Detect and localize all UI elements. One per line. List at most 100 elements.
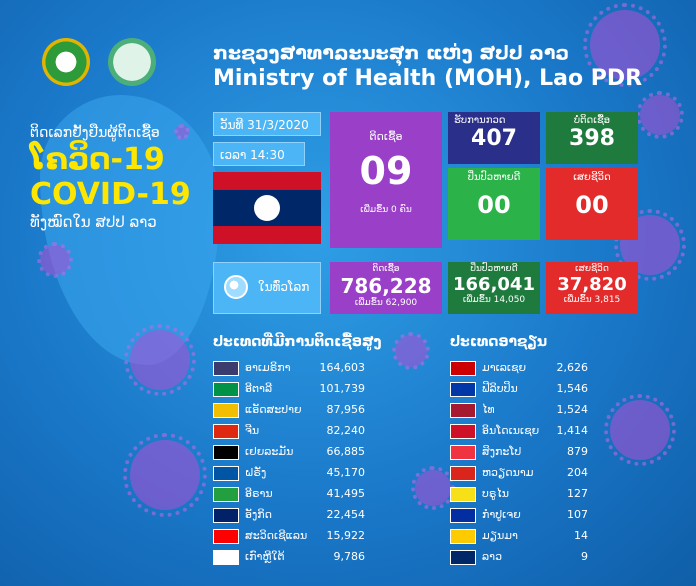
header-title-en: Ministry of Health (MOH), Lao PDR	[213, 66, 643, 91]
country-name: ຫວຽດນາມ	[482, 466, 534, 479]
asean-list: ມາເລເຊຍ 2,626 ຟີລິບປິນ 1,546 ໄທ 1,524 ອິນໂດ…	[450, 359, 588, 569]
lao-infected-label: ຕິດເຊື້ອ	[369, 130, 403, 143]
lao-deaths-value: 00	[575, 191, 609, 219]
world-recovered-note: ເພີ່ມຂຶ້ນ 14,050	[462, 295, 526, 305]
lao-tested-value: 407	[471, 126, 517, 151]
world-infected-note: ເພີ່ມຂຶ້ນ 62,900	[354, 298, 418, 308]
list-item: ຝຣັ່ງ 45,170	[213, 464, 365, 483]
top-countries-title: ປະເທດທີ່ມີການຕິດເຊື້ອສູງ	[213, 334, 382, 350]
country-value: 107	[567, 508, 588, 521]
flag-icon	[450, 508, 476, 523]
date-label: ວັນທີ 31/3/2020	[213, 112, 321, 136]
country-name: ກຳປູເຈຍ	[482, 508, 521, 521]
country-value: 164,603	[319, 361, 366, 374]
country-value: 9,786	[333, 550, 366, 563]
lao-negative-value: 398	[569, 126, 615, 151]
world-recovered-value: 166,041	[453, 274, 535, 295]
lao-infected-value: 09	[359, 149, 413, 193]
side-footer: ທັງໝົດໃນ ສປປ ລາວ	[30, 213, 157, 231]
country-value: 22,454	[326, 508, 366, 521]
country-name: ມາເລເຊຍ	[482, 361, 527, 374]
country-name: ອີຕາລີ	[245, 382, 273, 395]
list-item: ແອັດສະປາຍ 87,956	[213, 401, 365, 420]
lao-negative-label: ບໍ່ຕິດເຊື້ອ	[573, 115, 611, 126]
health-department-logo	[108, 38, 156, 86]
lao-recovered-label: ປິ່ນປົວຫາຍດີ	[467, 172, 521, 183]
country-value: 82,240	[326, 424, 366, 437]
list-item: ລາວ 9	[450, 548, 588, 567]
lao-flag	[213, 172, 321, 244]
flag-icon	[450, 403, 476, 418]
flag-icon	[213, 445, 239, 460]
country-name: ໄທ	[482, 403, 495, 416]
list-item: ສະວິດເຊີແລນ 15,922	[213, 527, 365, 546]
list-item: ຟີລິບປິນ 1,546	[450, 380, 588, 399]
virus-icon	[391, 331, 431, 371]
world-infected-label: ຕິດເຊື້ອ	[372, 264, 400, 274]
lao-infected-note: ເພີ່ມຂຶ້ນ 0 ຄົນ	[360, 205, 412, 215]
list-item: ອັງກິດ 22,454	[213, 506, 365, 525]
world-label-box: ໃນທົ່ວໂລກ	[213, 262, 321, 314]
country-name: ບຣູໄນ	[482, 487, 510, 500]
country-name: ອັງກິດ	[245, 508, 273, 521]
country-name: ເຢຍລະມັນ	[245, 445, 294, 458]
lao-deaths-label: ເສຍຊີວິດ	[573, 172, 611, 183]
world-recovered-label: ປິ່ນປົວຫາຍດີ	[470, 264, 518, 274]
country-name: ມຽນມາ	[482, 529, 518, 542]
world-recovered-box: ປິ່ນປົວຫາຍດີ 166,041 ເພີ່ມຂຶ້ນ 14,050	[448, 262, 540, 314]
list-item: ໄທ 1,524	[450, 401, 588, 420]
flag-icon	[213, 550, 239, 565]
country-name: ສິງກະໂປ	[482, 445, 522, 458]
country-name: ຈີນ	[245, 424, 260, 437]
country-value: 879	[567, 445, 588, 458]
list-item: ເກົາຫຼີໃຕ້ 9,786	[213, 548, 365, 567]
country-value: 66,885	[326, 445, 366, 458]
country-name: ອີຣານ	[245, 487, 273, 500]
flag-icon	[450, 424, 476, 439]
country-value: 45,170	[326, 466, 366, 479]
country-value: 1,524	[556, 403, 589, 416]
virus-icon	[123, 433, 207, 517]
flag-icon	[213, 403, 239, 418]
list-item: ອິນໂດເນເຊຍ 1,414	[450, 422, 588, 441]
country-name: ເກົາຫຼີໃຕ້	[245, 550, 285, 563]
world-infected-value: 786,228	[340, 274, 432, 298]
lao-recovered-box: ປິ່ນປົວຫາຍດີ 00	[448, 168, 540, 240]
asean-title: ປະເທດອາຊຽນ	[450, 334, 548, 350]
virus-icon	[411, 466, 455, 510]
ministry-emblem-logo	[42, 38, 90, 86]
list-item: ສິງກະໂປ 879	[450, 443, 588, 462]
virus-icon	[604, 394, 676, 466]
flag-icon	[450, 445, 476, 460]
flag-icon	[213, 361, 239, 376]
side-title-lao: ໂຄວິດ-19	[30, 142, 165, 177]
flag-icon	[213, 487, 239, 502]
list-item: ມາເລເຊຍ 2,626	[450, 359, 588, 378]
country-value: 9	[581, 550, 588, 563]
flag-icon	[450, 361, 476, 376]
list-item: ຫວຽດນາມ 204	[450, 464, 588, 483]
list-item: ເຢຍລະມັນ 66,885	[213, 443, 365, 462]
list-item: ບຣູໄນ 127	[450, 485, 588, 504]
virus-icon	[614, 209, 686, 281]
time-label: ເວລາ 14:30	[213, 142, 305, 166]
side-subtitle: ຕິດເລກຢັ້ງຢືນຜູ້ຕິດເຊື້ອ	[30, 125, 160, 141]
lao-tested-box: ຮັບການກວດ 407	[448, 112, 540, 164]
header-title-lao: ກະຊວງສາທາລະນະສຸກ ແຫ່ງ ສປປ ລາວ	[213, 42, 570, 64]
flag-icon	[213, 382, 239, 397]
top-countries-list: ອາເມຣິກາ 164,603 ອີຕາລີ 101,739 ແອັດສະປາຍ 8…	[213, 359, 365, 569]
country-value: 15,922	[326, 529, 366, 542]
country-value: 1,546	[556, 382, 589, 395]
world-deaths-box: ເສຍຊີວິດ 37,820 ເພີ່ມຂຶ້ນ 3,815	[546, 262, 638, 314]
lao-infected-box: ຕິດເຊື້ອ 09 ເພີ່ມຂຶ້ນ 0 ຄົນ	[330, 112, 442, 248]
country-value: 127	[567, 487, 588, 500]
country-name: ສະວິດເຊີແລນ	[245, 529, 308, 542]
country-name: ອາເມຣິກາ	[245, 361, 291, 374]
country-value: 2,626	[556, 361, 589, 374]
flag-icon	[450, 466, 476, 481]
side-title-en: COVID-19	[30, 177, 191, 212]
flag-icon	[213, 529, 239, 544]
country-name: ແອັດສະປາຍ	[245, 403, 302, 416]
country-value: 41,495	[326, 487, 366, 500]
country-name: ລາວ	[482, 550, 503, 563]
